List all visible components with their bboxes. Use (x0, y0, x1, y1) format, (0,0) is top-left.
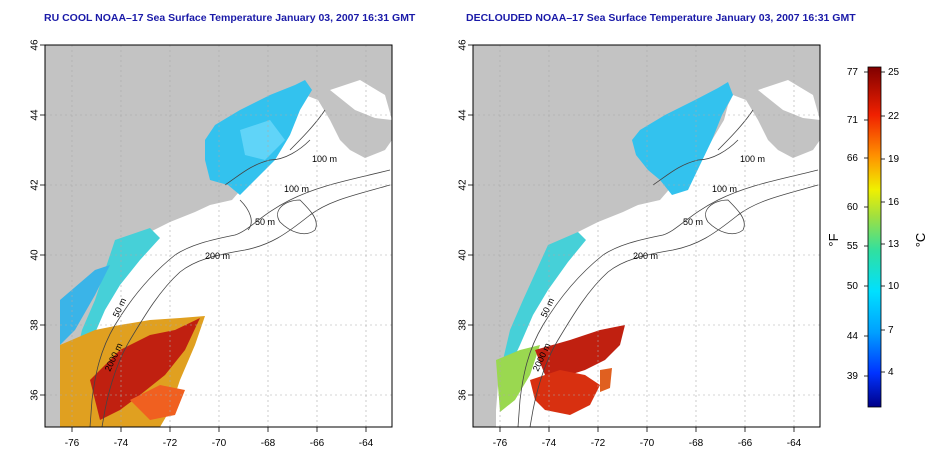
celsius-tick-label: 4 (888, 367, 894, 378)
fahrenheit-tick-label: 60 (847, 202, 859, 213)
lon-tick-label: -74 (114, 438, 129, 449)
lon-tick-label: -76 (493, 438, 508, 449)
celsius-unit-label: °C (913, 233, 928, 248)
contour-label: 50 m (255, 217, 275, 227)
temperature-colorbar: 77 71 66 60 55 50 44 39 25 22 19 16 13 10 7 4 °F °C (826, 66, 928, 408)
lat-tick-label: 36 (458, 389, 469, 401)
lat-tick-label: 46 (458, 39, 469, 51)
contour-label: 100 m (712, 184, 737, 194)
lon-tick-label: -70 (212, 438, 227, 449)
lon-tick-label: -76 (65, 438, 80, 449)
fahrenheit-tick-label: 66 (847, 153, 859, 164)
lat-tick-label: 40 (30, 249, 41, 261)
lon-tick-label: -68 (261, 438, 276, 449)
right-panel-title: DECLOUDED NOAA–17 Sea Surface Temperatur… (466, 12, 856, 24)
lon-tick-label: -68 (689, 438, 704, 449)
celsius-tick-label: 19 (888, 154, 900, 165)
celsius-tick-label: 13 (888, 239, 900, 250)
sst-gulf-stream (535, 325, 625, 378)
celsius-tick-label: 7 (888, 325, 894, 336)
left-panel-title: RU COOL NOAA–17 Sea Surface Temperature … (44, 12, 416, 24)
fahrenheit-tick-label: 50 (847, 281, 859, 292)
land-mass (473, 45, 820, 427)
sst-shelf-strip (503, 232, 586, 360)
lat-tick-label: 38 (458, 319, 469, 331)
fahrenheit-unit-label: °F (826, 233, 841, 246)
sst-gulf-of-maine (632, 82, 733, 195)
sst-shelf-strip (75, 228, 160, 360)
contour-label: 200 m (205, 251, 230, 261)
contour-label: 200 m (633, 251, 658, 261)
lon-tick-label: -70 (640, 438, 655, 449)
contour-label: 50 m (683, 217, 703, 227)
graticule (45, 45, 392, 427)
celsius-tick-label: 10 (888, 281, 900, 292)
axis-ticks: -76 -74 -72 -70 -68 -66 -64 36 38 40 42 44 46 -76 -74 -… (30, 39, 802, 449)
lat-tick-label: 42 (30, 179, 41, 191)
contour-label: 100 m (740, 154, 765, 164)
fahrenheit-tick-label: 77 (847, 67, 859, 78)
lat-tick-label: 36 (30, 389, 41, 401)
celsius-tick-label: 25 (888, 67, 900, 78)
lon-tick-label: -74 (542, 438, 557, 449)
fahrenheit-tick-label: 44 (847, 331, 859, 342)
contour-label: 100 m (284, 184, 309, 194)
lat-tick-label: 38 (30, 319, 41, 331)
lon-tick-label: -72 (163, 438, 178, 449)
contour-label: 100 m (312, 154, 337, 164)
left-map-panel: 100 m 100 m 50 m 200 m 50 m 2000 m (44, 44, 393, 428)
celsius-tick-label: 22 (888, 111, 900, 122)
fahrenheit-tick-label: 55 (847, 241, 859, 252)
bathymetry-contours (517, 109, 819, 427)
bathymetry-contours (89, 109, 391, 427)
lat-tick-label: 42 (458, 179, 469, 191)
lon-tick-label: -66 (310, 438, 325, 449)
right-map-panel: 100 m 100 m 50 m 200 m 50 m 2000 m (472, 44, 821, 428)
lon-tick-label: -64 (359, 438, 374, 449)
fahrenheit-tick-label: 71 (847, 115, 859, 126)
celsius-tick-label: 16 (888, 197, 900, 208)
graticule (473, 45, 820, 427)
lat-tick-label: 44 (458, 109, 469, 121)
lat-tick-label: 44 (30, 109, 41, 121)
fahrenheit-tick-label: 39 (847, 371, 859, 382)
lat-tick-label: 46 (30, 39, 41, 51)
lon-tick-label: -66 (738, 438, 753, 449)
land-mass (45, 45, 392, 427)
lat-tick-label: 40 (458, 249, 469, 261)
lon-tick-label: -72 (591, 438, 606, 449)
lon-tick-label: -64 (787, 438, 802, 449)
